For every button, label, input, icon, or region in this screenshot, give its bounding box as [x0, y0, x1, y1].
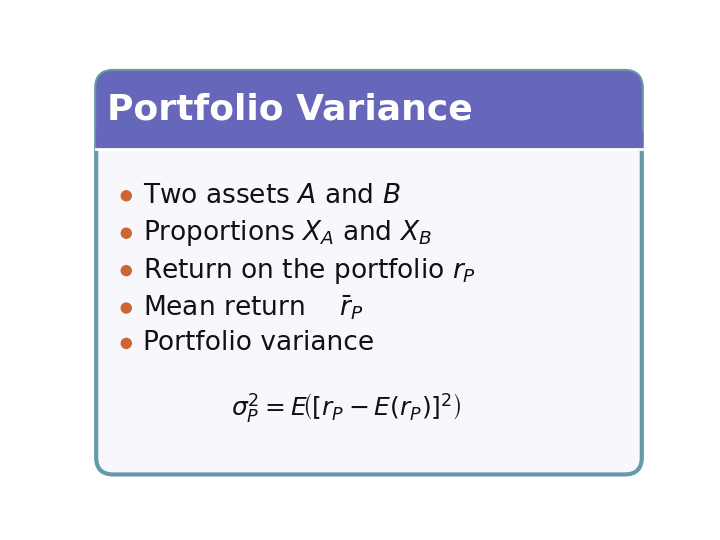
Text: Proportions $\mathit{X}_{A}$ and $\mathit{X}_{B}$: Proportions $\mathit{X}_{A}$ and $\mathi…	[143, 218, 432, 248]
Bar	[96, 131, 642, 148]
Text: Mean return $\quad\bar{r}_{P}$: Mean return $\quad\bar{r}_{P}$	[143, 294, 364, 322]
Text: Portfolio Variance: Portfolio Variance	[107, 92, 473, 126]
Text: $\sigma_P^2 = E\!\left(\left[r_P - E(r_P)\right]^2\right)$: $\sigma_P^2 = E\!\left(\left[r_P - E(r_P…	[231, 391, 462, 425]
Circle shape	[121, 339, 131, 348]
Circle shape	[121, 191, 131, 201]
Circle shape	[121, 228, 131, 238]
Text: Portfolio variance: Portfolio variance	[143, 330, 374, 356]
Circle shape	[121, 266, 131, 275]
Text: Two assets $\mathit{A}$ and $\mathit{B}$: Two assets $\mathit{A}$ and $\mathit{B}$	[143, 183, 400, 209]
Text: Return on the portfolio $\mathit{r}_{P}$: Return on the portfolio $\mathit{r}_{P}$	[143, 255, 476, 286]
FancyBboxPatch shape	[96, 71, 642, 148]
Circle shape	[121, 303, 131, 313]
FancyBboxPatch shape	[96, 71, 642, 475]
